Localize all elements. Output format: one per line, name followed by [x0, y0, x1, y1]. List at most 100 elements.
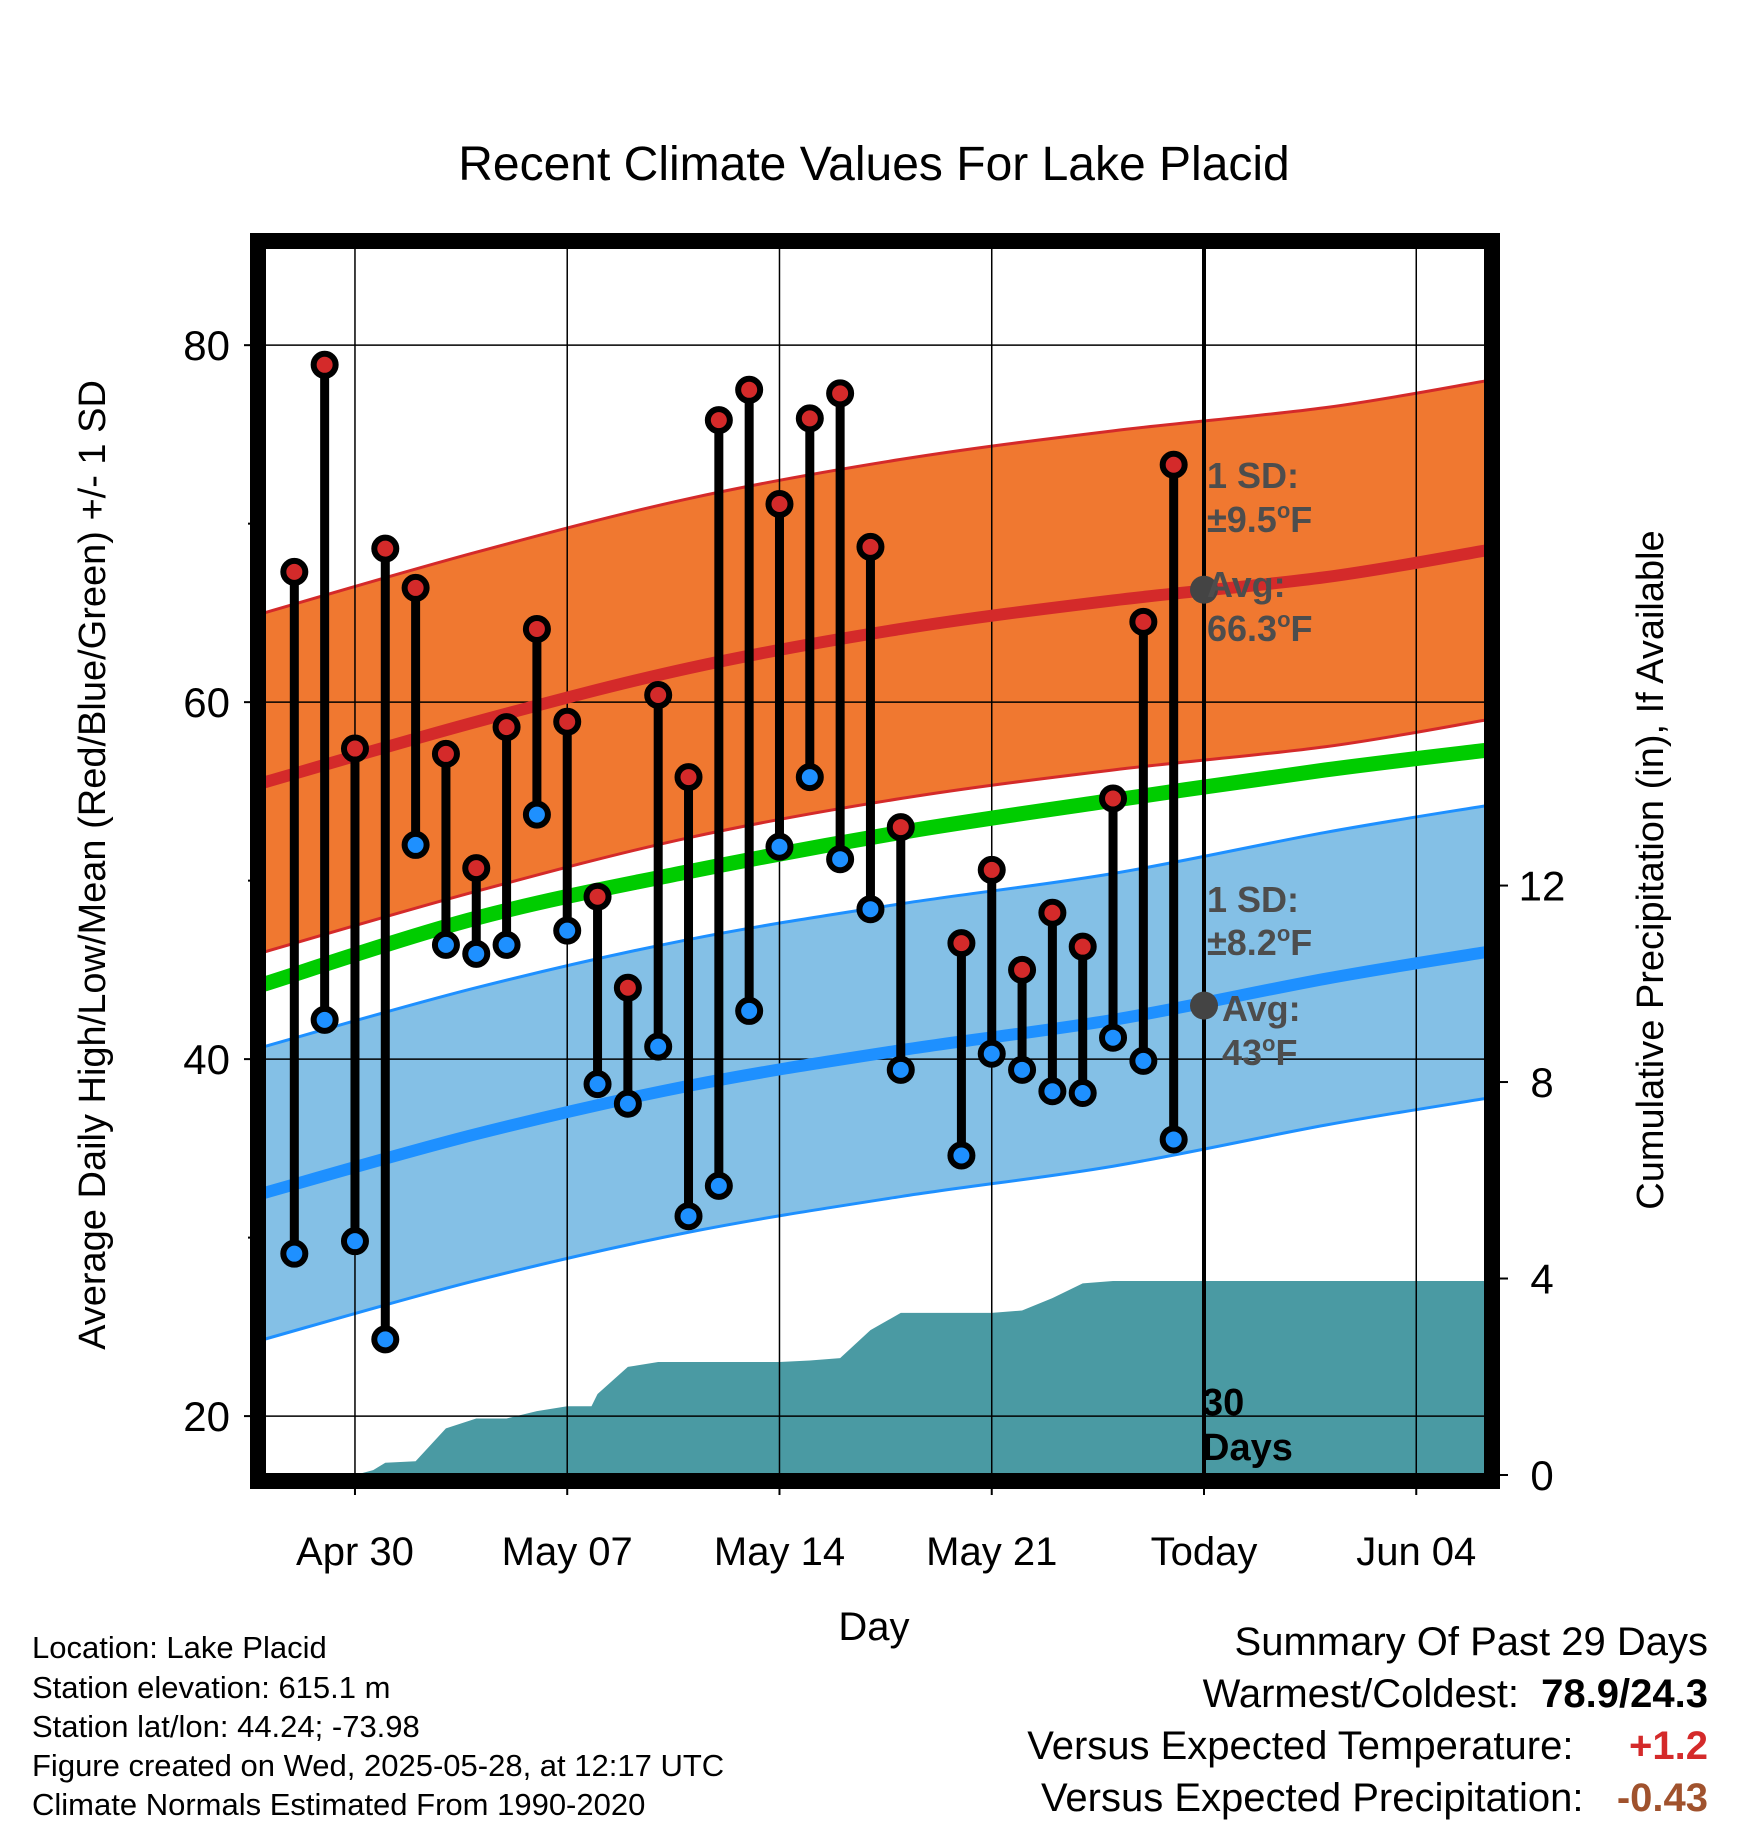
low-point — [947, 1141, 976, 1170]
low-point — [371, 1325, 400, 1354]
low-point — [583, 1070, 612, 1099]
high-point — [492, 713, 521, 742]
high-point — [704, 406, 733, 435]
x-tick-label: May 07 — [502, 1530, 633, 1574]
low-point — [613, 1089, 642, 1118]
plot-content — [264, 247, 1486, 1475]
low-point — [431, 930, 460, 959]
y-tick-label: 20 — [183, 1393, 230, 1440]
summary-temperature: Versus Expected Temperature: +1.2 — [1027, 1724, 1708, 1769]
high-point — [340, 734, 369, 763]
high-point — [1129, 607, 1158, 636]
unit-letter: F — [1290, 922, 1312, 963]
low-point — [522, 800, 551, 829]
summary-warm-cold-value: 78.9/24.3 — [1541, 1672, 1708, 1716]
high-point — [947, 929, 976, 958]
high-point — [310, 350, 339, 379]
low-avg-marker — [1190, 991, 1218, 1020]
high-point — [856, 532, 885, 561]
high-point — [613, 973, 642, 1002]
low-point — [735, 996, 764, 1025]
low-point — [1129, 1046, 1158, 1075]
summary-warm-cold: Warmest/Coldest: 78.9/24.3 — [1203, 1672, 1708, 1717]
high-point — [977, 855, 1006, 884]
low-point — [1068, 1079, 1097, 1108]
low-point — [856, 895, 885, 924]
high-avg-label: Avg: — [1207, 564, 1286, 605]
high-point — [1068, 932, 1097, 961]
low-avg-label: Avg: — [1222, 988, 1301, 1029]
today-days-label: 30 — [1202, 1382, 1244, 1424]
footer-elevation: Station elevation: 615.1 m — [32, 1670, 391, 1705]
unit-letter: F — [1291, 608, 1313, 649]
today-days-label: Days — [1202, 1427, 1293, 1469]
high-sd-label: 1 SD: — [1207, 455, 1299, 496]
summary-precip-value: -0.43 — [1616, 1776, 1708, 1820]
high-point — [280, 557, 309, 586]
high-point — [401, 573, 430, 602]
high-avg-value: 66.3oF — [1207, 607, 1313, 649]
low-point — [310, 1005, 339, 1034]
x-tick-label: Today — [1151, 1530, 1258, 1574]
low-point — [977, 1039, 1006, 1068]
low-sd-label: 1 SD: — [1207, 879, 1299, 920]
low-band-lower-edge — [264, 1096, 1486, 1341]
low-point — [1008, 1055, 1037, 1084]
y2-tick-label: 8 — [1530, 1059, 1553, 1106]
y-tick-label: 40 — [183, 1036, 230, 1083]
unit-letter: F — [1290, 499, 1312, 540]
high-point — [644, 681, 673, 710]
low-point — [765, 832, 794, 861]
high-point — [1099, 784, 1128, 813]
high-point — [462, 854, 491, 883]
x-tick-label: Jun 04 — [1356, 1530, 1476, 1574]
plot-frame — [250, 233, 1500, 1489]
degree-sup: o — [1277, 921, 1290, 946]
high-point — [765, 490, 794, 519]
high-point — [1038, 898, 1067, 927]
footer-created: Figure created on Wed, 2025-05-28, at 12… — [32, 1748, 725, 1783]
high-point — [735, 375, 764, 404]
low-sd-band — [264, 805, 1486, 1340]
summary-precip-label: Versus Expected Precipitation: — [1040, 1776, 1584, 1820]
high-band-upper-edge — [264, 379, 1486, 615]
x-tick-label: Apr 30 — [296, 1530, 414, 1574]
chart-title: Recent Climate Values For Lake Placid — [458, 138, 1290, 191]
y-tick-label: 80 — [183, 322, 230, 369]
high-point — [1159, 450, 1188, 479]
low-point — [644, 1032, 673, 1061]
summary-title: Summary Of Past 29 Days — [1234, 1620, 1708, 1664]
summary-temp-label: Versus Expected Temperature: — [1027, 1724, 1574, 1768]
y-tick-label: 60 — [183, 679, 230, 726]
low-point — [401, 830, 430, 859]
x-tick-label: May 21 — [926, 1530, 1057, 1574]
x-axis-label: Day — [838, 1605, 909, 1649]
high-avg-marker — [1190, 575, 1218, 604]
low-point — [886, 1055, 915, 1084]
high-sd-value: ±9.5oF — [1207, 498, 1312, 540]
degree-sup: o — [1277, 607, 1290, 632]
summary-warm-cold-label: Warmest/Coldest: — [1202, 1672, 1519, 1716]
precipitation-area — [264, 1280, 1486, 1475]
low-point — [1038, 1077, 1067, 1106]
y2-tick-label: 0 — [1530, 1452, 1553, 1499]
high-point — [583, 882, 612, 911]
low-point — [462, 939, 491, 968]
y2-tick-label: 12 — [1519, 863, 1566, 910]
low-point — [553, 916, 582, 945]
low-sd-value: ±8.2oF — [1207, 921, 1312, 963]
low-point — [492, 930, 521, 959]
footer-location: Location: Lake Placid — [32, 1630, 327, 1665]
degree-sup: o — [1277, 498, 1290, 523]
high-point — [522, 614, 551, 643]
y2-axis-label: Cumulative Precipitation (in), If Availa… — [1630, 530, 1672, 1209]
unit-letter: F — [1276, 1032, 1298, 1073]
low-point — [1159, 1125, 1188, 1154]
low-point — [280, 1239, 309, 1268]
high-point — [1008, 955, 1037, 984]
high-point — [826, 379, 855, 408]
high-point — [371, 534, 400, 563]
high-point — [795, 404, 824, 433]
